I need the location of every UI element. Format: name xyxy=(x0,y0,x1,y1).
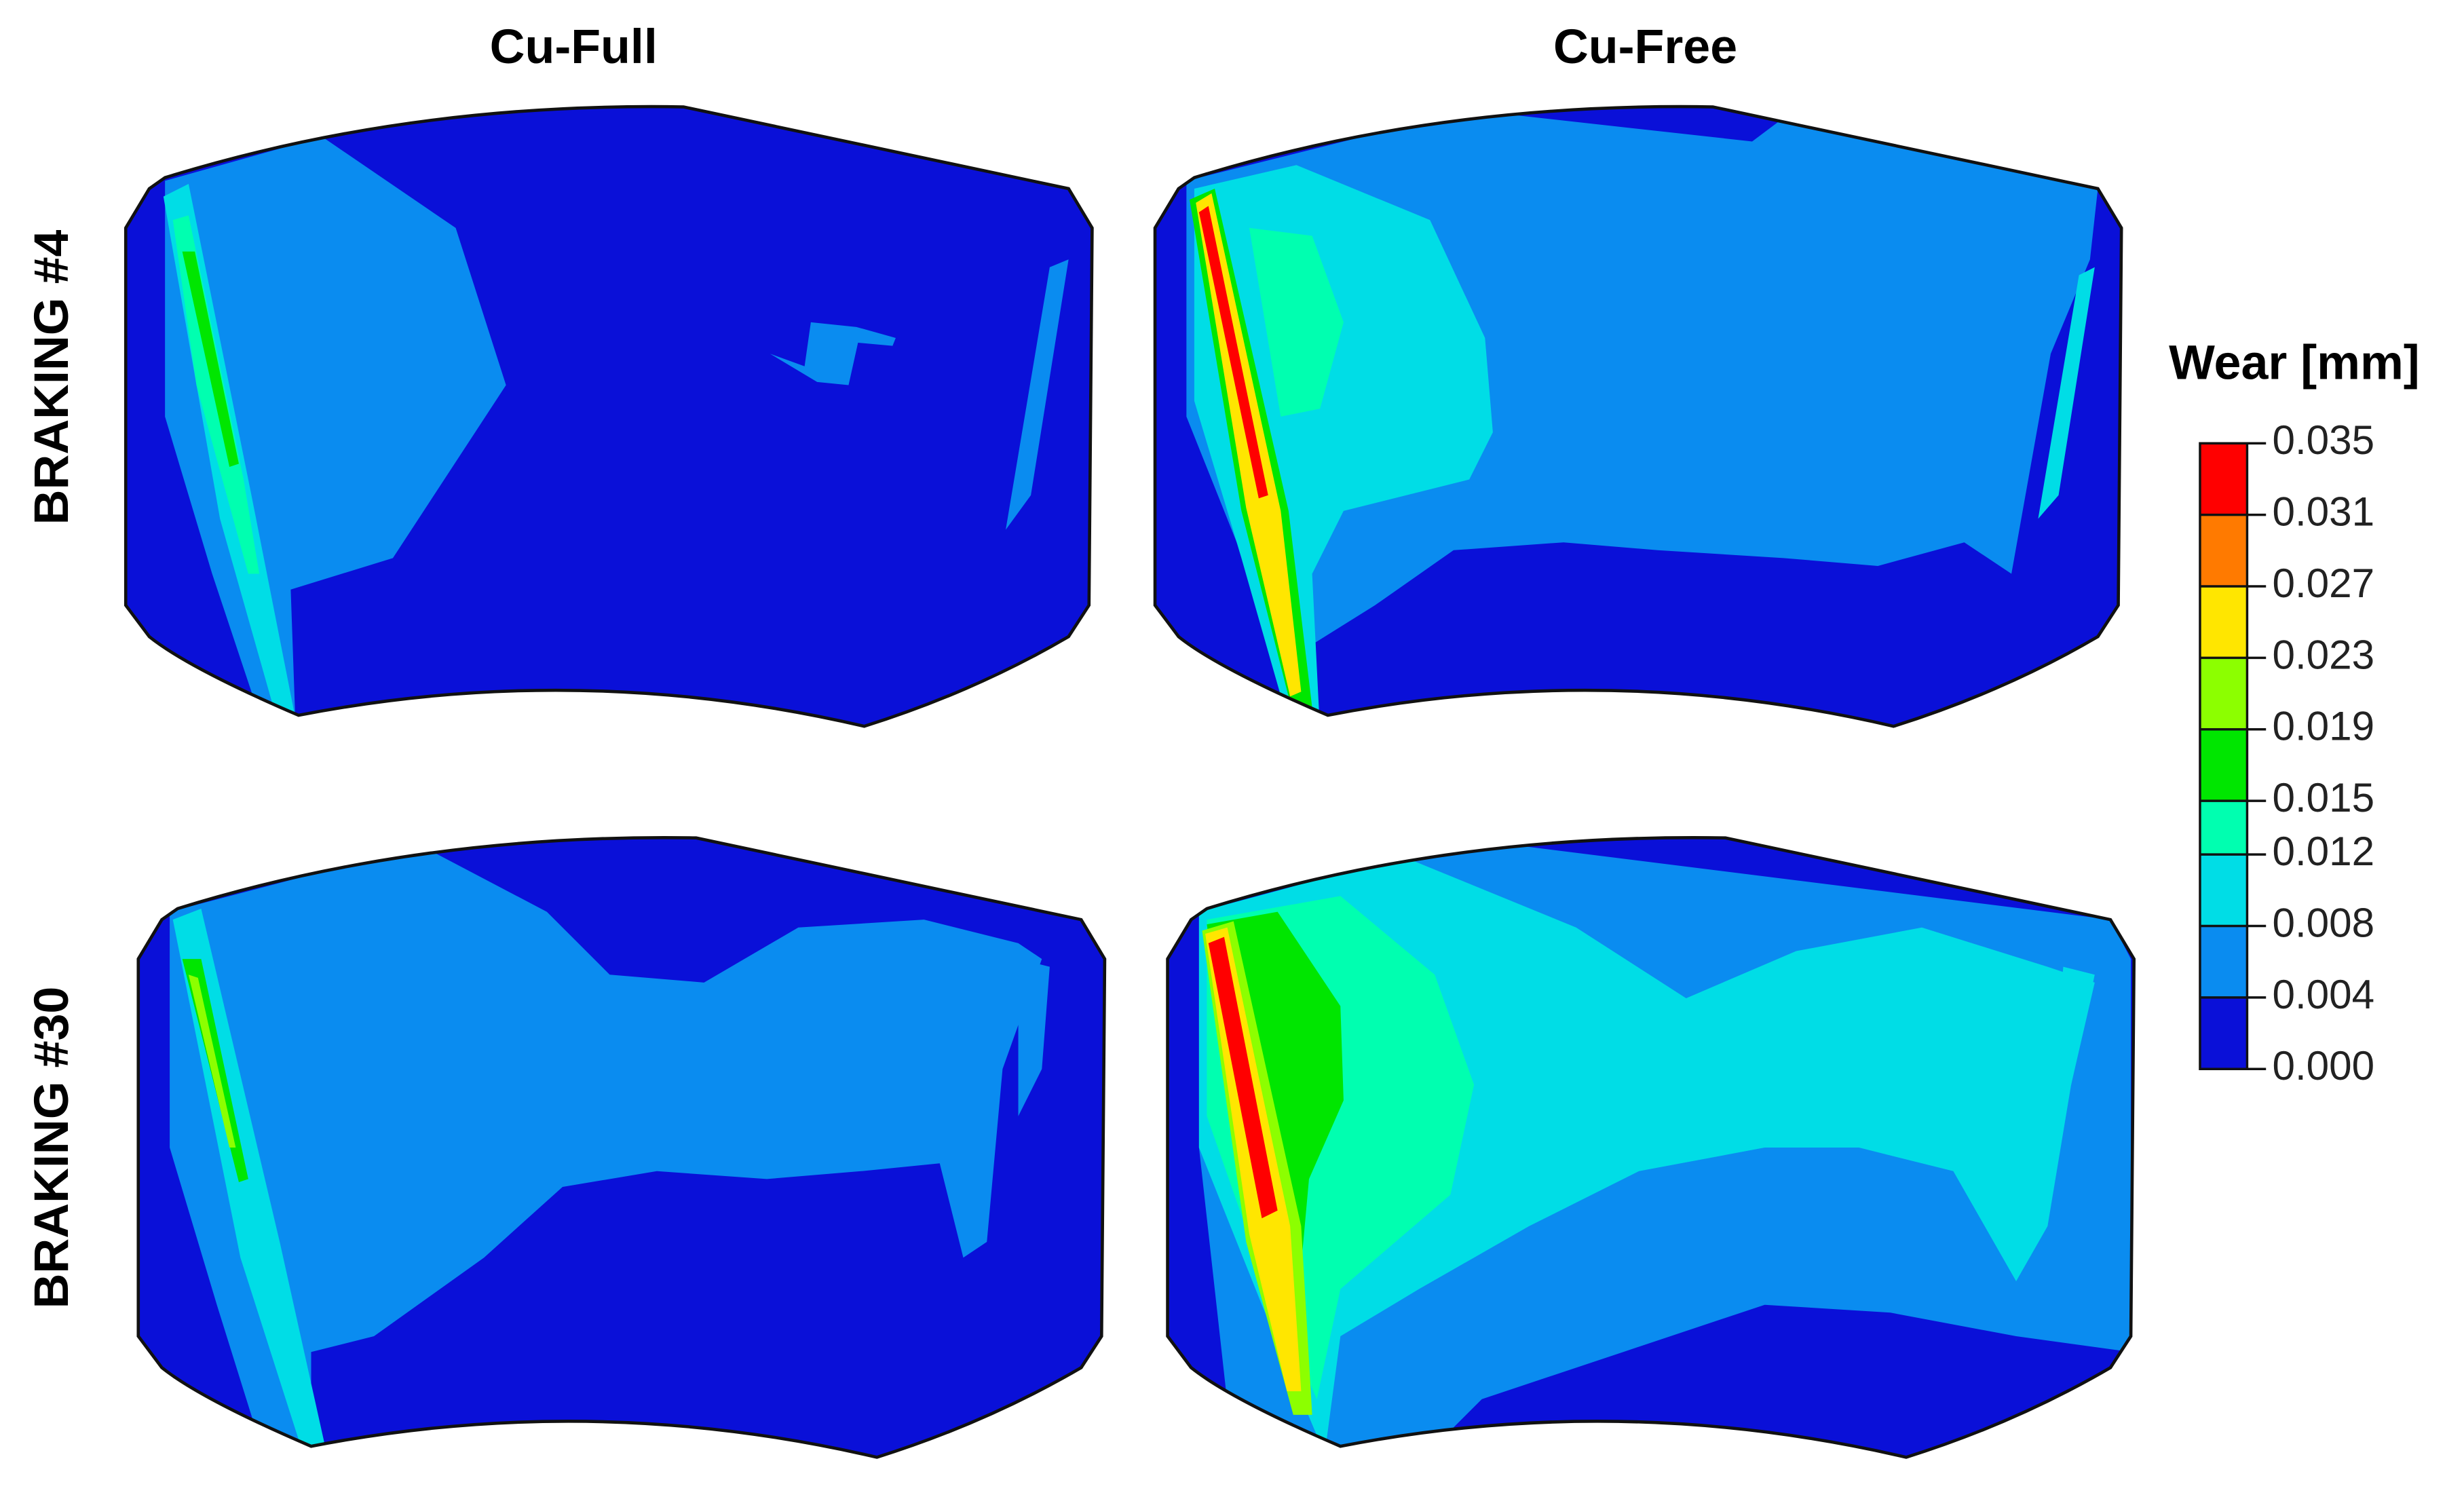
row-label: BRAKING #30 xyxy=(24,987,79,1309)
region xyxy=(1006,259,1069,530)
colorbar-band xyxy=(2199,854,2248,926)
contour-fill xyxy=(1155,107,2122,727)
colorbar-band xyxy=(2199,801,2248,855)
tick-label: 0.035 xyxy=(2272,417,2374,463)
colorbar-title: Wear [mm] xyxy=(2169,336,2420,390)
tick-label: 0.015 xyxy=(2272,774,2374,820)
region xyxy=(1249,227,1344,417)
colorbar-band xyxy=(2199,443,2248,515)
colorbar-band xyxy=(2199,729,2248,801)
contour-fill xyxy=(1167,837,2134,1458)
tick-label: 0.008 xyxy=(2272,899,2374,945)
column-title: Cu-Free xyxy=(1553,20,1737,74)
row-label: BRAKING #4 xyxy=(24,229,79,525)
colorbar-band xyxy=(2199,997,2248,1070)
region xyxy=(1208,936,1278,1219)
tick-label: 0.023 xyxy=(2272,631,2374,677)
region xyxy=(182,251,239,468)
colorbar-band xyxy=(2199,658,2248,730)
region xyxy=(770,322,896,385)
region xyxy=(1018,959,1050,1116)
tick-label: 0.004 xyxy=(2272,971,2374,1017)
tick-label: 0.031 xyxy=(2272,489,2374,535)
region xyxy=(2038,267,2095,519)
region xyxy=(1198,206,1268,499)
tick-label: 0.012 xyxy=(2272,828,2374,874)
contour-fill xyxy=(126,107,1093,727)
region xyxy=(188,974,236,1148)
pad-contour xyxy=(126,107,1092,726)
tick-label: 0.000 xyxy=(2272,1042,2374,1089)
colorbar-band xyxy=(2199,514,2248,586)
pad-contour xyxy=(138,837,1105,1457)
contour-fill xyxy=(138,837,1105,1458)
colorbar-band xyxy=(2199,926,2248,998)
tick-label: 0.027 xyxy=(2272,560,2374,606)
column-title: Cu-Full xyxy=(490,20,658,74)
region xyxy=(2047,966,2095,1132)
tick-label: 0.019 xyxy=(2272,703,2374,749)
colorbar-band xyxy=(2199,586,2248,658)
region xyxy=(170,846,1042,1454)
colorbar: 0.035 0.031 0.027 0.023 0.019 0.015 0.012 0.008… xyxy=(2199,417,2374,1089)
pad-contour xyxy=(1168,837,2134,1462)
pad-contour xyxy=(1155,107,2121,731)
